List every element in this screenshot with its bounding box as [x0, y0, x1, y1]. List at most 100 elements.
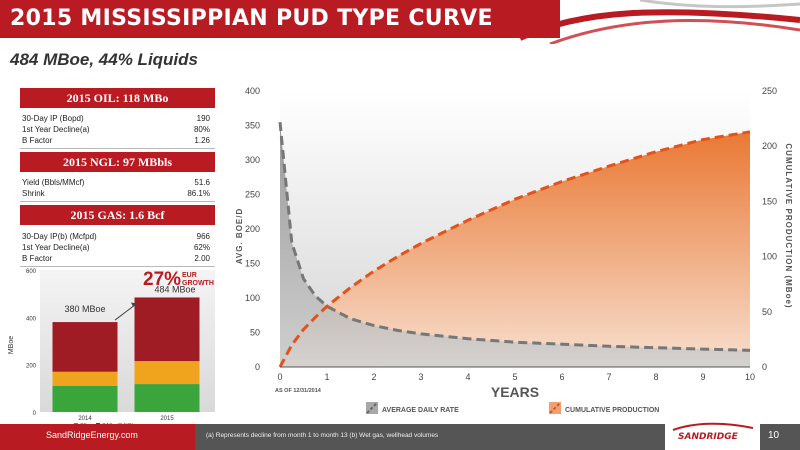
y-axis-label: MBoe [8, 336, 15, 354]
bar-segment [134, 384, 200, 412]
bar-segment [52, 371, 118, 386]
row-label: Shrink [22, 189, 45, 198]
row-label: 30-Day IP(b) (Mcfpd) [22, 232, 97, 241]
row-value: 51.6 [194, 178, 210, 187]
row-value: 2.00 [194, 254, 210, 263]
legend-dash-icon [366, 402, 378, 414]
bar-segment [52, 385, 118, 412]
row-label: B Factor [22, 136, 53, 145]
gas-row: B Factor 2.00 [22, 253, 210, 264]
y-tick-label: 100 [245, 293, 260, 303]
x-tick-label: 3 [418, 372, 423, 382]
row-label: B Factor [22, 254, 53, 263]
x-tick-label: 2 [371, 372, 376, 382]
y-axis-label: AVG. BOE/D [235, 208, 244, 265]
x-tick-label: 2015 [160, 416, 174, 422]
legend-label: CUMULATIVE PRODUCTION [565, 407, 659, 414]
y-tick-label: 400 [26, 316, 37, 322]
x-axis-label: YEARS [491, 384, 539, 400]
oil-row: B Factor 1.26 [22, 135, 210, 146]
x-tick-label: 9 [700, 372, 705, 382]
brand-swoosh [520, 0, 800, 44]
y-tick-label: 50 [250, 328, 260, 338]
logo [665, 420, 760, 450]
gas-row: 30-Day IP(b) (Mcfpd) 966 [22, 231, 210, 242]
row-label: 1st Year Decline(a) [22, 125, 90, 134]
divider [20, 201, 215, 202]
ngl-header: 2015 NGL: 97 MBbls [20, 152, 215, 172]
bar-segment [52, 322, 118, 372]
x-tick-label: 0 [277, 372, 282, 382]
gas-header: 2015 GAS: 1.6 Bcf [20, 205, 215, 225]
growth-text: EUR [182, 272, 197, 279]
arrow-head-icon [131, 302, 137, 307]
website-link[interactable]: SandRidgeEnergy.com [46, 430, 138, 440]
data-label: 380 MBoe [64, 304, 105, 314]
divider [20, 148, 215, 149]
eur-bar-chart: 0 200 400 600 MBoe 2014 2015 380 MBoe 484 MBoe27… [8, 269, 215, 425]
growth-value: 27% [143, 269, 181, 290]
as-of-note: AS OF 12/31/2014 [275, 388, 322, 394]
gas-row: 1st Year Decline(a) 62% [22, 242, 210, 253]
x-tick-label: 1 [324, 372, 329, 382]
oil-row: 1st Year Decline(a) 80% [22, 124, 210, 135]
y2-tick-label: 150 [762, 196, 777, 206]
row-value: 62% [193, 243, 210, 252]
legend-label: AVERAGE DAILY RATE [382, 407, 459, 414]
x-tick-label: 10 [745, 372, 755, 382]
y-tick-label: 400 [245, 86, 260, 96]
growth-text: GROWTH [182, 280, 214, 287]
y-tick-label: 300 [245, 155, 260, 165]
rate-area [280, 122, 750, 367]
page-number: 10 [768, 430, 780, 441]
row-value: 190 [196, 114, 210, 123]
y2-tick-label: 50 [762, 307, 772, 317]
ngl-row: Shrink 86.1% [22, 188, 210, 199]
logo-swoosh-icon [672, 422, 754, 431]
row-label: 1st Year Decline(a) [22, 243, 90, 252]
y-tick-label: 250 [245, 190, 260, 200]
y2-tick-label: 100 [762, 252, 777, 262]
row-value: 80% [193, 125, 210, 134]
slide-title: 2015 MISSISSIPPIAN PUD TYPE CURVE [10, 6, 493, 31]
y2-axis-label: CUMULATIVE PRODUCTION (MBoe) [784, 143, 793, 308]
y-tick-label: 0 [33, 411, 37, 417]
y-tick-label: 150 [245, 259, 260, 269]
rate-line [278, 121, 751, 352]
bar-segment [134, 361, 200, 385]
y-tick-label: 350 [245, 121, 260, 131]
x-tick-label: 2014 [78, 416, 92, 422]
y-tick-label: 200 [26, 364, 37, 370]
divider [20, 266, 215, 267]
cumulative-area [280, 131, 750, 367]
x-tick-label: 5 [512, 372, 517, 382]
bar-segment [134, 297, 200, 362]
legend-dash-icon [549, 402, 561, 414]
y2-tick-label: 200 [762, 141, 777, 151]
data-label: 484 MBoe [154, 284, 195, 294]
y-tick-label: 0 [255, 362, 260, 372]
x-tick-label: 6 [559, 372, 564, 382]
row-label: Yield (Bbls/MMcf) [22, 178, 85, 187]
growth-arrow [114, 303, 138, 321]
x-tick-label: 4 [465, 372, 470, 382]
logo-text: SANDRIDGE [678, 432, 738, 442]
type-curve-chart: 0 50 100 150 200 250 300 350 400 0 50 100 150 200 250 0… [235, 86, 793, 414]
row-label: 30-Day IP (Bopd) [22, 114, 84, 123]
x-tick-label: 8 [653, 372, 658, 382]
x-tick-label: 7 [606, 372, 611, 382]
y2-tick-label: 0 [762, 362, 767, 372]
footnote: (a) Represents decline from month 1 to m… [206, 432, 439, 439]
oil-row: 30-Day IP (Bopd) 190 [22, 113, 210, 124]
y2-tick-label: 250 [762, 86, 777, 96]
ngl-row: Yield (Bbls/MMcf) 51.6 [22, 177, 210, 188]
slide-subtitle: 484 MBoe, 44% Liquids [10, 50, 198, 69]
row-value: 86.1% [187, 189, 210, 198]
y-tick-label: 600 [26, 269, 37, 275]
footer-accent [0, 424, 195, 450]
row-value: 966 [196, 232, 210, 241]
title-bar: 2015 MISSISSIPPIAN PUD TYPE CURVE [0, 0, 560, 38]
oil-header: 2015 OIL: 118 MBo [20, 88, 215, 108]
y-tick-label: 200 [245, 224, 260, 234]
row-value: 1.26 [194, 136, 210, 145]
